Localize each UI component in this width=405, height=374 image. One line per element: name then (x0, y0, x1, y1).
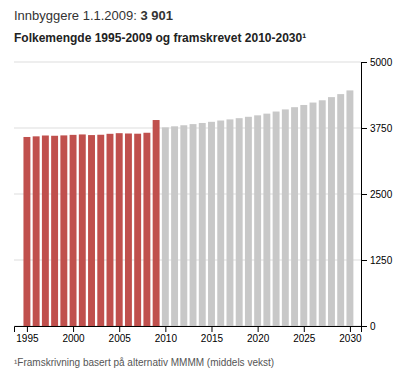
bar (300, 105, 307, 326)
y-tick-mark (361, 62, 367, 63)
x-tick-mark (165, 326, 166, 332)
y-tick-label: 5000 (370, 57, 393, 68)
y-tick: 3750 (361, 123, 393, 134)
x-axis-line (15, 327, 362, 333)
y-tick: 2500 (361, 189, 393, 200)
bar (337, 94, 344, 326)
bar (190, 124, 197, 326)
x-tick-label: 2000 (62, 333, 85, 344)
y-tick-label: 3750 (370, 123, 393, 134)
bar (97, 135, 104, 326)
x-tick-mark (27, 326, 28, 332)
x-tick-label: 2025 (293, 333, 316, 344)
x-tick-label: 2015 (201, 333, 224, 344)
bar (51, 136, 58, 326)
bar (236, 118, 243, 326)
bar (254, 115, 261, 326)
x-tick-mark (350, 326, 351, 332)
x-tick: 2025 (293, 326, 316, 344)
header-value: 3 901 (141, 8, 174, 23)
y-tick-label: 2500 (370, 189, 393, 200)
y-tick-mark (361, 260, 367, 261)
bar (319, 100, 326, 326)
bar (199, 123, 206, 326)
x-tick: 2000 (62, 326, 85, 344)
x-axis: 1995 2000 2005 2010 2015 2020 2025 2030 (15, 326, 362, 344)
bar (208, 122, 215, 326)
bar (291, 107, 298, 326)
footnote: ¹Framskrivning basert på alternativ MMMM… (14, 357, 274, 368)
y-tick-mark (361, 194, 367, 195)
x-tick: 2020 (247, 326, 270, 344)
x-tick-mark (304, 326, 305, 332)
bar (346, 90, 353, 326)
x-tick-label: 2005 (109, 333, 132, 344)
header: Innbyggere 1.1.2009: 3 901 (14, 8, 173, 23)
y-tick: 5000 (361, 57, 393, 68)
y-tick-label: 1250 (370, 255, 393, 266)
bar (60, 135, 67, 326)
x-tick-label: 2020 (247, 333, 270, 344)
title: Folkemengde 1995-2009 og framskrevet 201… (14, 31, 306, 45)
x-tick: 2015 (201, 326, 224, 344)
x-tick: 2005 (109, 326, 132, 344)
bar (273, 112, 280, 326)
bar (116, 133, 123, 326)
x-tick-mark (119, 326, 120, 332)
bars (23, 90, 353, 326)
bar (282, 109, 289, 326)
grid-line (14, 128, 361, 129)
bar (328, 97, 335, 326)
bar (79, 134, 86, 326)
x-tick-label: 2010 (155, 333, 178, 344)
bar (245, 117, 252, 326)
x-tick: 2010 (155, 326, 178, 344)
bar (180, 125, 187, 326)
bar (263, 114, 270, 326)
bar (70, 135, 77, 326)
bar (226, 119, 233, 326)
bar (107, 134, 114, 326)
bar (125, 133, 132, 326)
x-tick-label: 1995 (16, 333, 39, 344)
bar (88, 135, 95, 326)
x-tick-mark (258, 326, 259, 332)
y-tick-mark (361, 128, 367, 129)
bar (134, 134, 141, 326)
y-tick-label: 0 (370, 321, 376, 332)
x-tick: 2030 (339, 326, 362, 344)
bar (153, 120, 160, 326)
bar (310, 103, 317, 326)
plot: 1995 2000 2005 2010 2015 2020 2025 2030 0 1250 250… (14, 57, 393, 344)
bar (143, 133, 150, 326)
bar (23, 137, 30, 326)
grid (14, 62, 361, 326)
bar (42, 135, 49, 326)
bar (171, 126, 178, 326)
y-axis: 0 1250 2500 3750 5000 (361, 57, 393, 332)
x-tick-label: 2030 (339, 333, 362, 344)
bar (217, 121, 224, 326)
header-prefix: Innbyggere 1.1.2009: (14, 8, 141, 23)
chart: Innbyggere 1.1.2009: 3 901 Folkemengde 19… (0, 0, 405, 374)
bar (162, 127, 169, 326)
bar (33, 136, 40, 326)
y-tick-mark (361, 326, 367, 327)
y-tick: 0 (361, 321, 376, 332)
y-tick: 1250 (361, 255, 393, 266)
x-tick-mark (73, 326, 74, 332)
x-tick: 1995 (16, 326, 39, 344)
grid-line (14, 62, 361, 63)
x-tick-mark (211, 326, 212, 332)
y-axis-line (362, 63, 368, 327)
